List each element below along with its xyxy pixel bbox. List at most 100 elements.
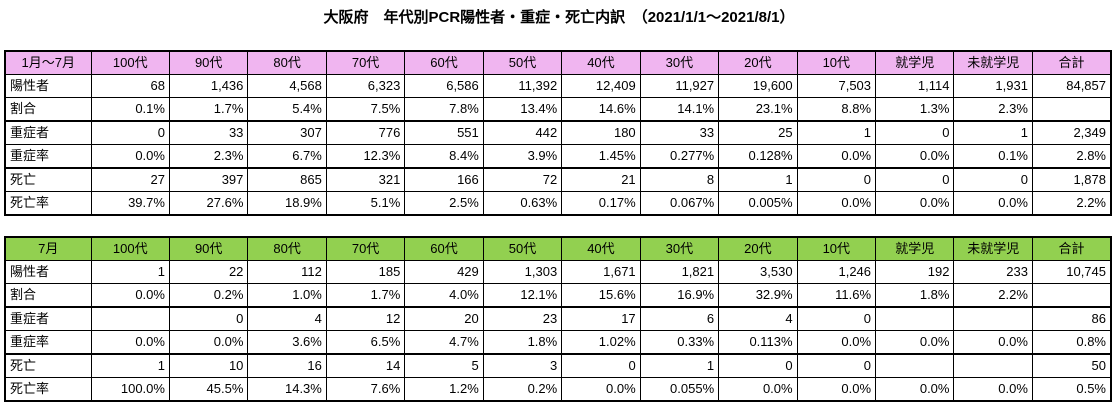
data-cell[interactable]: 0.0%	[796, 377, 877, 402]
row-label-cell[interactable]: 陽性者	[4, 260, 92, 284]
data-cell[interactable]: 112	[247, 260, 327, 284]
data-cell[interactable]: 1.7%	[168, 97, 249, 122]
data-cell[interactable]: 4.7%	[404, 330, 484, 355]
data-cell[interactable]: 7.8%	[404, 97, 484, 122]
data-cell[interactable]: 25	[718, 120, 798, 145]
data-cell[interactable]: 12.1%	[482, 283, 563, 308]
column-header-cell[interactable]: 20代	[718, 50, 798, 75]
data-cell[interactable]: 1,671	[561, 260, 641, 284]
data-cell[interactable]: 0.0%	[875, 144, 955, 169]
data-cell[interactable]: 0.0%	[561, 377, 641, 402]
data-cell[interactable]: 6,586	[404, 74, 484, 98]
data-cell[interactable]: 15.6%	[561, 283, 641, 308]
data-cell[interactable]: 11,927	[639, 74, 720, 98]
data-cell[interactable]: 0.0%	[875, 330, 955, 355]
column-header-cell[interactable]: 合計	[1031, 50, 1112, 75]
row-label-cell[interactable]: 重症率	[4, 330, 92, 355]
data-cell[interactable]: 0	[796, 353, 877, 378]
data-cell[interactable]: 14.3%	[247, 377, 327, 402]
data-cell[interactable]: 14.1%	[639, 97, 720, 122]
data-cell[interactable]: 45.5%	[168, 377, 249, 402]
data-cell[interactable]: 4	[247, 306, 327, 331]
data-cell[interactable]: 20	[404, 306, 484, 331]
data-cell[interactable]: 18.9%	[247, 191, 327, 216]
data-cell[interactable]: 4,568	[247, 74, 327, 98]
data-cell[interactable]: 32.9%	[718, 283, 798, 308]
data-cell[interactable]: 1.45%	[561, 144, 641, 169]
column-header-cell[interactable]: 就学児	[875, 236, 955, 261]
data-cell[interactable]: 3	[482, 353, 563, 378]
data-cell[interactable]: 6,323	[325, 74, 406, 98]
data-cell[interactable]: 13.4%	[482, 97, 563, 122]
data-cell[interactable]: 23	[482, 306, 563, 331]
data-cell[interactable]: 180	[561, 120, 641, 145]
data-cell[interactable]: 3,530	[718, 260, 798, 284]
data-cell[interactable]: 2.3%	[953, 97, 1033, 122]
data-cell[interactable]: 10	[168, 353, 249, 378]
row-label-cell[interactable]: 重症者	[4, 120, 92, 145]
data-cell[interactable]: 0	[90, 120, 170, 145]
data-cell[interactable]: 7,503	[796, 74, 877, 98]
data-cell[interactable]: 1	[953, 120, 1033, 145]
column-header-cell[interactable]: 90代	[168, 50, 249, 75]
column-header-cell[interactable]: 50代	[482, 50, 563, 75]
column-header-cell[interactable]: 未就学児	[953, 50, 1033, 75]
data-cell[interactable]: 12,409	[561, 74, 641, 98]
data-cell[interactable]	[875, 306, 955, 331]
data-cell[interactable]: 0.0%	[953, 330, 1033, 355]
data-cell[interactable]: 865	[247, 167, 327, 192]
data-cell[interactable]: 11.6%	[796, 283, 877, 308]
data-cell[interactable]: 1.8%	[482, 330, 563, 355]
row-label-cell[interactable]: 陽性者	[4, 74, 92, 98]
data-cell[interactable]: 0.33%	[639, 330, 720, 355]
data-cell[interactable]: 1,114	[875, 74, 955, 98]
data-cell[interactable]: 12	[325, 306, 406, 331]
data-cell[interactable]: 397	[168, 167, 249, 192]
data-cell[interactable]: 2,349	[1031, 120, 1112, 145]
data-cell[interactable]: 21	[561, 167, 641, 192]
data-cell[interactable]: 1,303	[482, 260, 563, 284]
column-header-cell[interactable]: 50代	[482, 236, 563, 261]
data-cell[interactable]	[875, 353, 955, 378]
column-header-cell[interactable]: 10代	[796, 50, 877, 75]
data-cell[interactable]: 16	[247, 353, 327, 378]
data-cell[interactable]: 0.5%	[1031, 377, 1112, 402]
column-header-cell[interactable]: 合計	[1031, 236, 1112, 261]
data-cell[interactable]: 0	[796, 306, 877, 331]
data-cell[interactable]: 0	[875, 167, 955, 192]
data-cell[interactable]: 0.0%	[718, 377, 798, 402]
data-cell[interactable]: 1.8%	[875, 283, 955, 308]
data-cell[interactable]: 33	[168, 120, 249, 145]
data-cell[interactable]: 0.0%	[953, 191, 1033, 216]
column-header-cell[interactable]: 10代	[796, 236, 877, 261]
data-cell[interactable]	[953, 306, 1033, 331]
data-cell[interactable]: 0.0%	[90, 283, 170, 308]
data-cell[interactable]: 50	[1031, 353, 1112, 378]
column-header-cell[interactable]: 70代	[325, 50, 406, 75]
data-cell[interactable]: 1.0%	[247, 283, 327, 308]
data-cell[interactable]: 1.7%	[325, 283, 406, 308]
data-cell[interactable]: 10,745	[1031, 260, 1112, 284]
data-cell[interactable]: 1	[90, 260, 170, 284]
data-cell[interactable]: 0.113%	[718, 330, 798, 355]
data-cell[interactable]: 14	[325, 353, 406, 378]
column-header-cell[interactable]: 20代	[718, 236, 798, 261]
data-cell[interactable]: 3.9%	[482, 144, 563, 169]
data-cell[interactable]: 1	[718, 167, 798, 192]
row-label-cell[interactable]: 割合	[4, 283, 92, 308]
data-cell[interactable]: 0.0%	[90, 330, 170, 355]
data-cell[interactable]	[1031, 97, 1112, 122]
data-cell[interactable]: 307	[247, 120, 327, 145]
data-cell[interactable]: 8.4%	[404, 144, 484, 169]
data-cell[interactable]: 0	[561, 353, 641, 378]
data-cell[interactable]: 0.005%	[718, 191, 798, 216]
data-cell[interactable]: 776	[325, 120, 406, 145]
column-header-cell[interactable]: 40代	[561, 50, 641, 75]
data-cell[interactable]: 166	[404, 167, 484, 192]
data-cell[interactable]: 5	[404, 353, 484, 378]
data-cell[interactable]: 22	[168, 260, 249, 284]
data-cell[interactable]: 33	[639, 120, 720, 145]
data-cell[interactable]: 1	[90, 353, 170, 378]
column-header-cell[interactable]: 60代	[404, 50, 484, 75]
column-header-cell[interactable]: 80代	[247, 50, 327, 75]
